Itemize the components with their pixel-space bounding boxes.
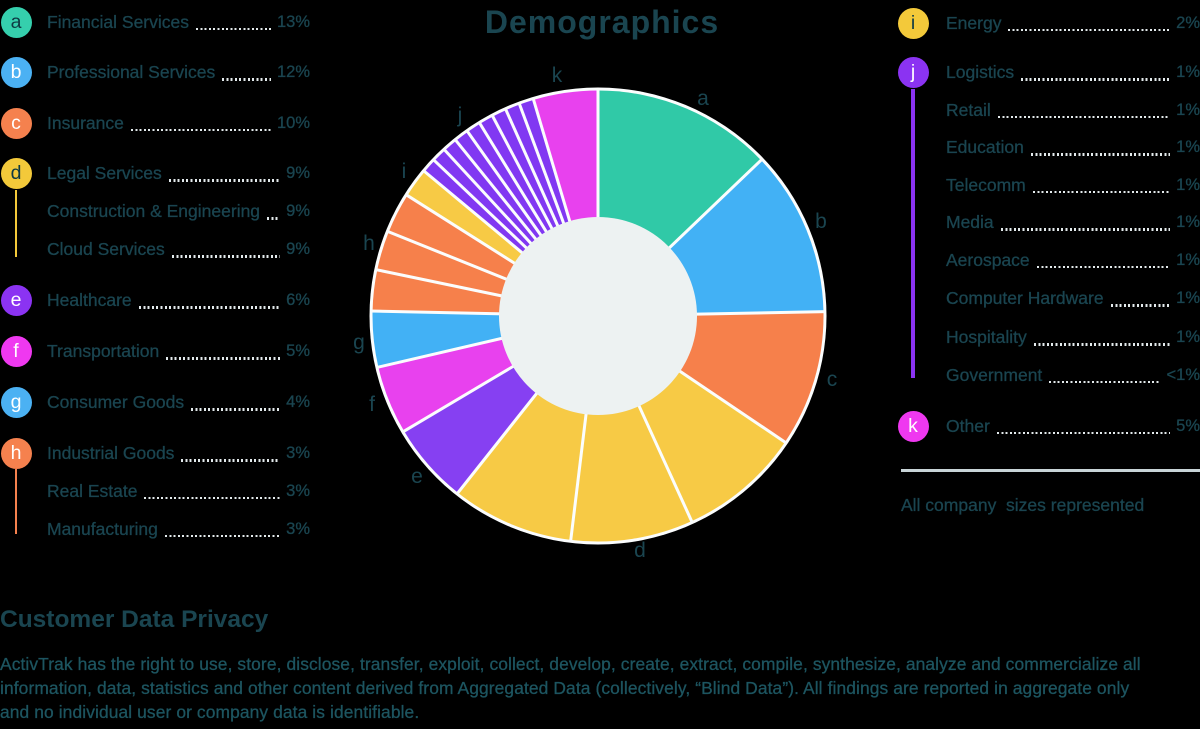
svg-text:i: i bbox=[402, 160, 407, 183]
svg-text:e: e bbox=[411, 465, 423, 488]
svg-text:h: h bbox=[363, 232, 375, 255]
svg-text:g: g bbox=[353, 331, 365, 354]
svg-text:b: b bbox=[815, 210, 827, 233]
svg-text:d: d bbox=[634, 539, 646, 562]
svg-text:f: f bbox=[369, 393, 375, 416]
svg-text:k: k bbox=[552, 64, 563, 87]
svg-text:c: c bbox=[827, 368, 838, 391]
svg-text:a: a bbox=[697, 87, 709, 110]
svg-text:j: j bbox=[457, 104, 463, 127]
